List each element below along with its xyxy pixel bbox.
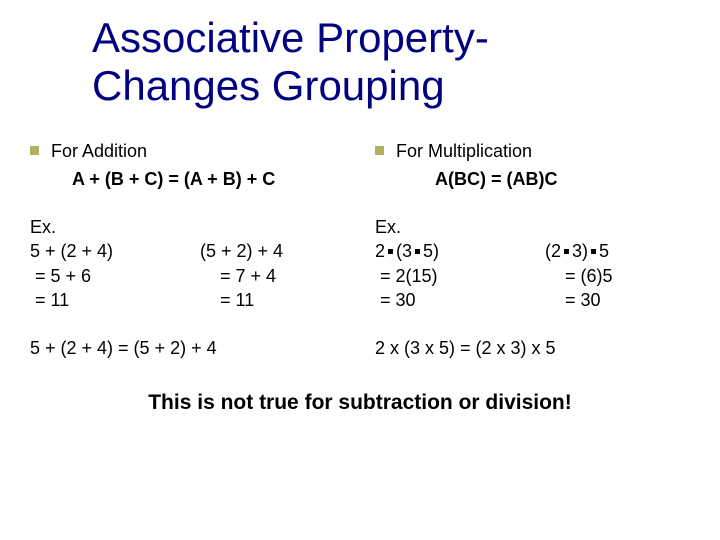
addition-formula: A + (B + C) = (A + B) + C bbox=[72, 167, 345, 191]
ex-right-cell: = 11 bbox=[200, 288, 345, 312]
addition-heading: For Addition bbox=[51, 139, 147, 163]
ex-right-cell: (2 3) 5 bbox=[545, 239, 690, 263]
dot-icon bbox=[564, 249, 569, 254]
multiplication-formula: A(BC) = (AB)C bbox=[435, 167, 690, 191]
left-column: For Addition A + (B + C) = (A + B) + C E… bbox=[30, 139, 345, 361]
example-row: = 2(15) = (6)5 bbox=[375, 264, 690, 288]
dot-icon bbox=[591, 249, 596, 254]
addition-heading-row: For Addition bbox=[30, 139, 345, 163]
example-label: Ex. bbox=[30, 215, 345, 239]
square-bullet-icon bbox=[30, 146, 39, 155]
multiplication-heading: For Multiplication bbox=[396, 139, 532, 163]
ex-left-cell: = 2(15) bbox=[375, 264, 545, 288]
content-area: For Addition A + (B + C) = (A + B) + C E… bbox=[0, 111, 720, 361]
title-line-2: Changes Grouping bbox=[92, 62, 445, 109]
example-row: 5 + (2 + 4) (5 + 2) + 4 bbox=[30, 239, 345, 263]
ex-right-cell: = 7 + 4 bbox=[200, 264, 345, 288]
term: 5) bbox=[423, 241, 439, 261]
ex-left-cell: 5 + (2 + 4) bbox=[30, 239, 200, 263]
ex-left-cell: = 5 + 6 bbox=[30, 264, 200, 288]
term: 2 bbox=[375, 241, 385, 261]
term: (2 bbox=[545, 241, 561, 261]
ex-left-cell: = 30 bbox=[375, 288, 545, 312]
square-bullet-icon bbox=[375, 146, 384, 155]
ex-left-cell: = 11 bbox=[30, 288, 200, 312]
example-row: = 11 = 11 bbox=[30, 288, 345, 312]
ex-right-cell: = 30 bbox=[545, 288, 690, 312]
multiplication-heading-row: For Multiplication bbox=[375, 139, 690, 163]
example-row: = 30 = 30 bbox=[375, 288, 690, 312]
dot-icon bbox=[388, 249, 393, 254]
example-label: Ex. bbox=[375, 215, 690, 239]
addition-example: Ex. 5 + (2 + 4) (5 + 2) + 4 = 5 + 6 = 7 … bbox=[30, 215, 345, 312]
term: 5 bbox=[599, 241, 609, 261]
multiplication-summary: 2 x (3 x 5) = (2 x 3) x 5 bbox=[375, 336, 690, 360]
footer-note: This is not true for subtraction or divi… bbox=[0, 391, 720, 415]
ex-right-cell: (5 + 2) + 4 bbox=[200, 239, 345, 263]
ex-right-cell: = (6)5 bbox=[545, 264, 690, 288]
term: 3) bbox=[572, 241, 588, 261]
addition-summary: 5 + (2 + 4) = (5 + 2) + 4 bbox=[30, 336, 345, 360]
example-row: = 5 + 6 = 7 + 4 bbox=[30, 264, 345, 288]
example-row: 2 (3 5) (2 3) 5 bbox=[375, 239, 690, 263]
term: (3 bbox=[396, 241, 412, 261]
ex-left-cell: 2 (3 5) bbox=[375, 239, 545, 263]
dot-icon bbox=[415, 249, 420, 254]
multiplication-example: Ex. 2 (3 5) (2 3) 5 = 2(15) = (6)5 = 30 = 30 bbox=[375, 215, 690, 312]
right-column: For Multiplication A(BC) = (AB)C Ex. 2 (3… bbox=[375, 139, 690, 361]
title-line-1: Associative Property- bbox=[92, 14, 489, 61]
slide-title: Associative Property- Changes Grouping bbox=[0, 0, 720, 111]
